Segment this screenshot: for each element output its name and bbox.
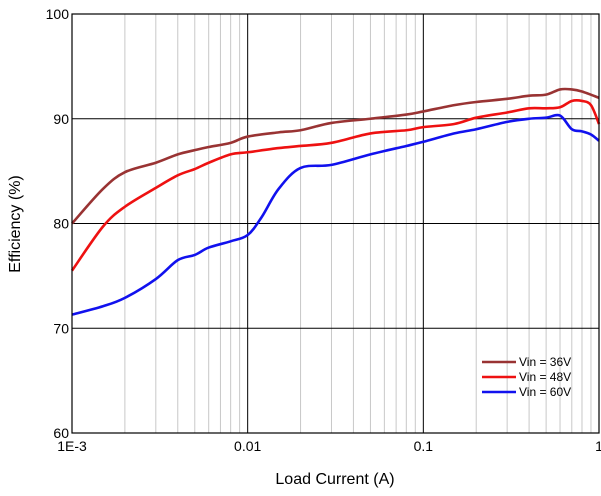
legend-item: Vin = 48V	[482, 370, 571, 384]
y-tick-label: 80	[53, 216, 69, 232]
legend-label: Vin = 36V	[519, 355, 571, 369]
x-tick-label: 0.1	[414, 438, 434, 454]
x-axis-title: Load Current (A)	[275, 471, 394, 488]
x-tick-label: 0.01	[234, 438, 261, 454]
y-tick-label: 100	[46, 6, 70, 22]
series-line-3	[71, 113, 600, 316]
y-tick-labels: 60 70 80 90 100	[46, 6, 70, 441]
legend-item: Vin = 60V	[482, 385, 571, 399]
series-lines	[70, 87, 601, 316]
x-tick-labels: 1E-3 0.01 0.1 1	[57, 438, 601, 454]
series-line-1	[71, 87, 600, 225]
series-line-2	[70, 98, 601, 272]
x-tick-label: 1	[595, 438, 601, 454]
y-tick-label: 60	[53, 425, 69, 441]
y-tick-label: 70	[53, 320, 69, 336]
plot-frame	[71, 13, 600, 434]
y-axis-title: Efficiency (%)	[7, 175, 24, 273]
x-tick-label: 1E-3	[57, 438, 87, 454]
legend-label: Vin = 48V	[519, 370, 571, 384]
y-tick-label: 90	[53, 111, 69, 127]
legend-label: Vin = 60V	[519, 385, 571, 399]
legend-item: Vin = 36V	[482, 355, 571, 369]
